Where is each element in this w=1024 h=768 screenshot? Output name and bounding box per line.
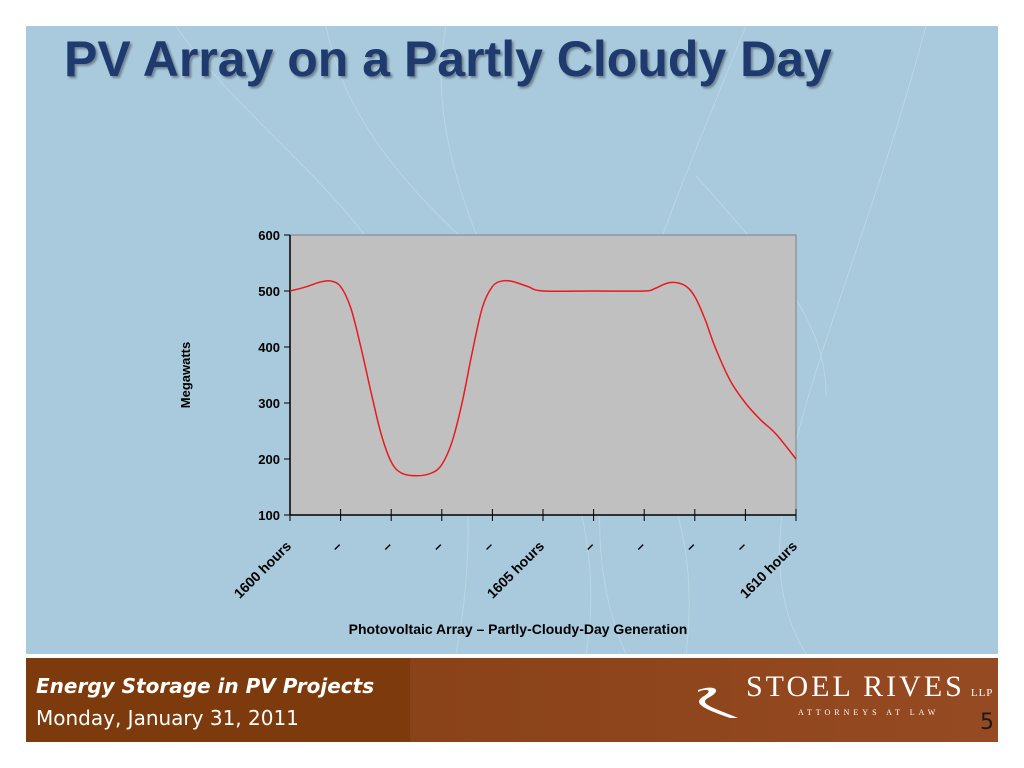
y-tick-label: 200: [258, 452, 280, 467]
x-tick-label: –: [480, 538, 497, 555]
page-number: 5: [980, 710, 994, 735]
stoel-rives-logo-icon: [698, 687, 738, 718]
x-tick-label: –: [682, 538, 699, 555]
plot-area: [289, 234, 797, 516]
y-tick-label: 600: [258, 228, 280, 243]
y-tick-label: 100: [258, 508, 280, 523]
logo-name-text: STOEL RIVES: [746, 670, 965, 703]
x-tick-label: 1600 hours: [231, 538, 295, 602]
logo-suffix: LLP: [970, 687, 994, 699]
logo-name: STOEL RIVES LLP: [746, 670, 993, 704]
series-line: [289, 279, 797, 477]
logo-tagline: ATTORNEYS AT LAW: [798, 708, 940, 717]
x-tick-label: –: [733, 538, 750, 555]
y-tick-label: 400: [258, 340, 280, 355]
x-axis-title: Photovoltaic Array – Partly-Cloudy-Day G…: [349, 621, 688, 637]
y-tick-label: 300: [258, 396, 280, 411]
footer-left-panel: Energy Storage in PV Projects Monday, Ja…: [26, 658, 410, 742]
x-tick-label: –: [581, 538, 598, 555]
presentation-title: Energy Storage in PV Projects: [36, 674, 375, 698]
x-tick-label: –: [378, 538, 395, 555]
x-tick-label: –: [631, 538, 648, 555]
y-tick-label: 500: [258, 284, 280, 299]
footer-bar: Energy Storage in PV Projects Monday, Ja…: [26, 658, 998, 742]
x-tick-label: –: [429, 538, 446, 555]
slide-title: PV Array on a Partly Cloudy Day: [64, 31, 832, 87]
x-tick-label: –: [328, 538, 345, 555]
presentation-date: Monday, January 31, 2011: [36, 706, 299, 730]
y-axis-title: Megawatts: [178, 342, 193, 408]
